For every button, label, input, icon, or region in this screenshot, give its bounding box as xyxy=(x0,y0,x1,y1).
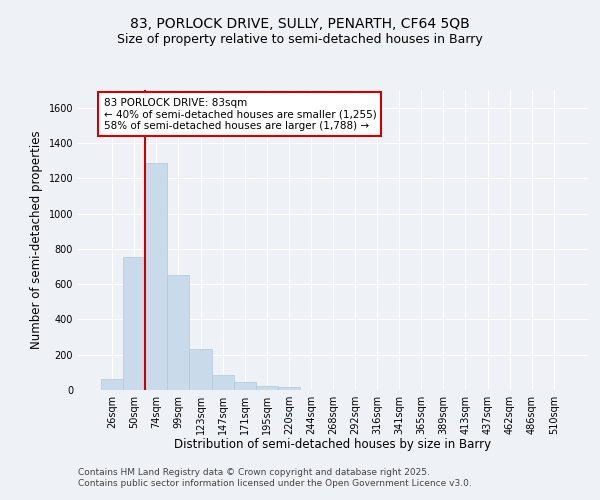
Bar xyxy=(145,163,167,390)
Bar xyxy=(278,388,300,390)
X-axis label: Distribution of semi-detached houses by size in Barry: Distribution of semi-detached houses by … xyxy=(175,438,491,452)
Y-axis label: Number of semi-detached properties: Number of semi-detached properties xyxy=(30,130,43,350)
Bar xyxy=(233,382,256,390)
Bar xyxy=(212,375,233,390)
Text: Size of property relative to semi-detached houses in Barry: Size of property relative to semi-detach… xyxy=(117,32,483,46)
Text: 83 PORLOCK DRIVE: 83sqm
← 40% of semi-detached houses are smaller (1,255)
58% of: 83 PORLOCK DRIVE: 83sqm ← 40% of semi-de… xyxy=(104,98,376,130)
Bar xyxy=(123,257,145,390)
Text: 83, PORLOCK DRIVE, SULLY, PENARTH, CF64 5QB: 83, PORLOCK DRIVE, SULLY, PENARTH, CF64 … xyxy=(130,18,470,32)
Bar xyxy=(256,386,278,390)
Bar xyxy=(190,350,212,390)
Bar xyxy=(101,380,123,390)
Text: Contains HM Land Registry data © Crown copyright and database right 2025.
Contai: Contains HM Land Registry data © Crown c… xyxy=(78,468,472,487)
Bar xyxy=(167,276,190,390)
